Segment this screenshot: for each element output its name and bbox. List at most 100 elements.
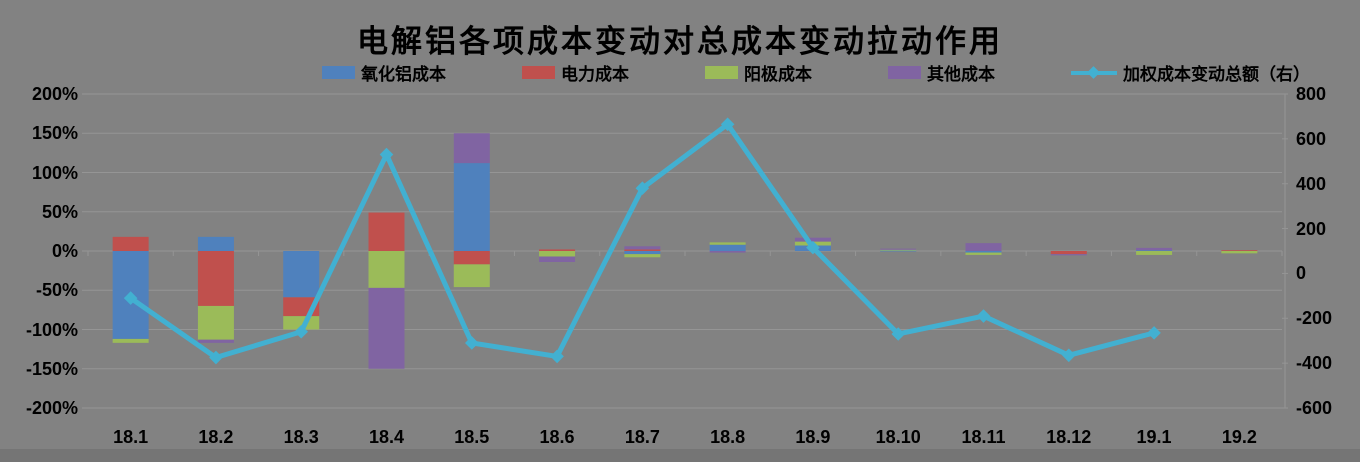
line-point-marker [550, 349, 564, 364]
line-point-marker [635, 181, 650, 195]
bar-segment [624, 251, 661, 255]
bar-segment [624, 254, 661, 258]
bar-segment [197, 339, 234, 343]
line-point-marker [1147, 326, 1161, 340]
bar-segment [794, 237, 831, 242]
line-point-marker [720, 117, 735, 132]
bar-segment [880, 248, 917, 250]
bar-segment [368, 212, 405, 251]
line-point-marker [379, 147, 394, 162]
bar-segment [1050, 254, 1087, 256]
bar-segment [453, 133, 490, 164]
x-axis-category-label: 19.1 [1136, 427, 1172, 447]
bar-segment [112, 338, 149, 343]
x-axis-category-label: 18.3 [283, 427, 319, 447]
right-axis-tick-label: -600 [1296, 398, 1333, 418]
x-axis-category-label: 18.5 [454, 427, 490, 447]
left-axis-tick-label: -200% [25, 398, 78, 418]
right-axis-tick-label: 400 [1296, 173, 1327, 194]
legend-label: 电力成本 [561, 64, 629, 84]
bar-segment [624, 249, 661, 251]
line-point-marker [891, 327, 906, 341]
bar-segment [197, 305, 234, 340]
left-axis-tick-label: 0% [51, 241, 78, 261]
line-point-marker [123, 291, 138, 305]
line-point-marker [976, 309, 991, 323]
bar-segment [453, 251, 490, 265]
bar-segment [112, 236, 149, 251]
legend-label: 加权成本变动总额（右） [1123, 64, 1310, 84]
x-axis-category-label: 18.6 [539, 427, 575, 447]
bar-segment [709, 251, 746, 253]
x-axis-category-label: 18.9 [795, 427, 831, 447]
legend-swatch-icon [322, 65, 355, 79]
x-axis-category-label: 19.2 [1221, 427, 1257, 447]
bar-segment [1221, 250, 1258, 252]
left-axis-tick-label: 200% [31, 84, 78, 104]
bar-segment [197, 251, 234, 306]
right-axis-tick-label: 0 [1296, 263, 1307, 284]
legend-label: 其他成本 [927, 64, 995, 84]
left-axis-tick-label: 100% [31, 162, 78, 183]
bar-segment [539, 251, 576, 257]
bar-segment [368, 251, 405, 288]
x-axis-category-label: 18.11 [961, 427, 1006, 447]
chart-bottom-strip [0, 449, 1360, 462]
left-axis-tick-label: 50% [41, 201, 78, 222]
legend-item: 加权成本变动总额（右） [1071, 60, 1310, 85]
right-axis-tick-label: 200 [1296, 218, 1327, 239]
right-axis-tick-label: 800 [1296, 84, 1327, 104]
line-point-marker [464, 336, 479, 350]
left-axis-tick-label: -100% [25, 319, 78, 340]
left-axis-tick-label: -50% [35, 280, 78, 301]
bar-segment [197, 236, 234, 251]
bar-segment [709, 244, 746, 251]
chart-legend: 氧化铝成本 电力成本 阳极成本 其他成本 加权成本变动总额（右） [322, 60, 1310, 85]
bar-segment [1221, 251, 1258, 254]
right-axis-tick-label: -400 [1296, 353, 1333, 374]
right-axis-tick-label: 600 [1296, 128, 1327, 149]
bar-segment [283, 316, 320, 330]
x-axis-category-label: 18.12 [1046, 427, 1092, 447]
bar-segment [880, 249, 917, 251]
bar-segment [1136, 247, 1173, 251]
line-point-marker [806, 240, 820, 255]
bar-segment [1136, 251, 1173, 255]
x-axis-category-label: 18.8 [710, 427, 746, 447]
x-axis-category-label: 18.10 [875, 427, 921, 447]
bar-segment [624, 246, 661, 250]
bar-segment [709, 242, 746, 245]
legend-item: 氧化铝成本 [322, 60, 446, 85]
bar-segment [453, 163, 490, 251]
legend-item: 阳极成本 [705, 60, 812, 85]
legend-swatch-icon [888, 65, 921, 79]
bar-segment [965, 252, 1002, 255]
bar-segment [368, 287, 405, 369]
bar-segment [539, 249, 576, 251]
legend-label: 阳极成本 [744, 64, 812, 84]
bar-segment [1050, 251, 1087, 255]
left-axis-tick-label: -150% [25, 358, 78, 379]
legend-line-marker-icon [1071, 65, 1117, 79]
left-axis-tick-label: 150% [31, 123, 78, 144]
bar-segment [965, 243, 1002, 251]
x-axis-category-label: 18.2 [198, 427, 234, 447]
bar-segment [283, 251, 320, 298]
chart-title: 电解铝各项成本变动对总成本变动拉动作用 [357, 24, 1003, 59]
legend-swatch-icon [522, 65, 555, 79]
x-axis-category-label: 18.1 [113, 427, 149, 447]
bar-segment [453, 264, 490, 288]
bar-segment [965, 251, 1002, 253]
x-axis-category-label: 18.4 [368, 427, 405, 447]
legend-label: 氧化铝成本 [361, 64, 446, 84]
bar-segment [539, 256, 576, 262]
legend-item: 电力成本 [522, 60, 629, 85]
legend-swatch-icon [705, 65, 738, 79]
x-axis-category-label: 18.7 [624, 427, 660, 447]
line-point-marker [294, 324, 309, 339]
bar-segment [880, 250, 917, 252]
legend-item: 其他成本 [888, 60, 995, 85]
right-axis-tick-label: -200 [1296, 308, 1333, 329]
